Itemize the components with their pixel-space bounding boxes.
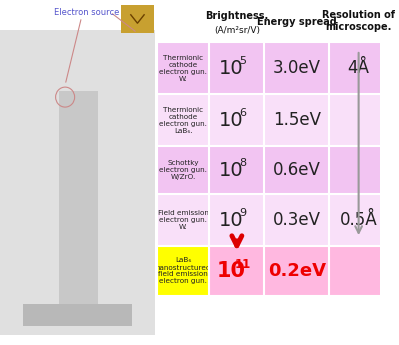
- Bar: [209, 246, 265, 296]
- Text: Thermionic
cathode
electron gun.
W.: Thermionic cathode electron gun. W.: [159, 55, 207, 81]
- Bar: [209, 146, 265, 194]
- Bar: [329, 42, 388, 94]
- Bar: [157, 0, 388, 42]
- Bar: [265, 246, 329, 296]
- Text: Energy spread: Energy spread: [257, 17, 337, 27]
- Text: 1.5eV: 1.5eV: [273, 111, 321, 129]
- Text: 0.3eV: 0.3eV: [273, 211, 321, 229]
- Text: 4Å: 4Å: [348, 59, 369, 77]
- Bar: [157, 146, 209, 194]
- Text: microscope.: microscope.: [326, 22, 392, 32]
- Bar: [121, 5, 154, 33]
- Text: 6: 6: [239, 108, 246, 118]
- Text: 0.6eV: 0.6eV: [273, 161, 321, 179]
- Bar: [23, 305, 132, 326]
- Text: 9: 9: [239, 208, 246, 218]
- Text: Resolution of: Resolution of: [322, 10, 395, 20]
- Bar: [157, 246, 209, 296]
- Text: (A/m²sr/V): (A/m²sr/V): [214, 26, 260, 35]
- Text: 10: 10: [219, 210, 243, 229]
- Bar: [329, 94, 388, 146]
- Text: 10: 10: [219, 160, 243, 179]
- Text: 10: 10: [219, 59, 243, 78]
- Bar: [329, 246, 388, 296]
- Bar: [157, 194, 209, 246]
- Bar: [329, 194, 388, 246]
- Text: 11: 11: [235, 257, 251, 270]
- Text: Field emission
electron gun.
W.: Field emission electron gun. W.: [158, 210, 209, 230]
- Bar: [265, 42, 329, 94]
- Text: 3.0eV: 3.0eV: [273, 59, 321, 77]
- Text: LaB₆
nanostructured
field emission
electron gun.: LaB₆ nanostructured field emission elect…: [155, 257, 211, 285]
- Text: 10: 10: [219, 110, 243, 129]
- Bar: [265, 194, 329, 246]
- Text: Schottky
electron gun.
W/ZrO.: Schottky electron gun. W/ZrO.: [159, 160, 207, 180]
- Bar: [157, 42, 209, 94]
- Bar: [265, 94, 329, 146]
- Bar: [59, 91, 98, 305]
- Bar: [157, 94, 209, 146]
- Text: 5: 5: [239, 56, 246, 66]
- Bar: [209, 42, 265, 94]
- Text: 0.2eV: 0.2eV: [268, 262, 326, 280]
- Bar: [209, 94, 265, 146]
- Bar: [209, 194, 265, 246]
- Text: Electron source: Electron source: [53, 8, 119, 17]
- Text: 10: 10: [217, 261, 246, 281]
- Text: Thermionic
cathode
electron gun.
LaB₆.: Thermionic cathode electron gun. LaB₆.: [159, 107, 207, 134]
- Text: Brightness.: Brightness.: [205, 11, 269, 21]
- Bar: [329, 146, 388, 194]
- Bar: [265, 146, 329, 194]
- Text: 8: 8: [239, 158, 246, 168]
- Text: 0.5Å: 0.5Å: [340, 211, 377, 229]
- Bar: [0, 30, 155, 335]
